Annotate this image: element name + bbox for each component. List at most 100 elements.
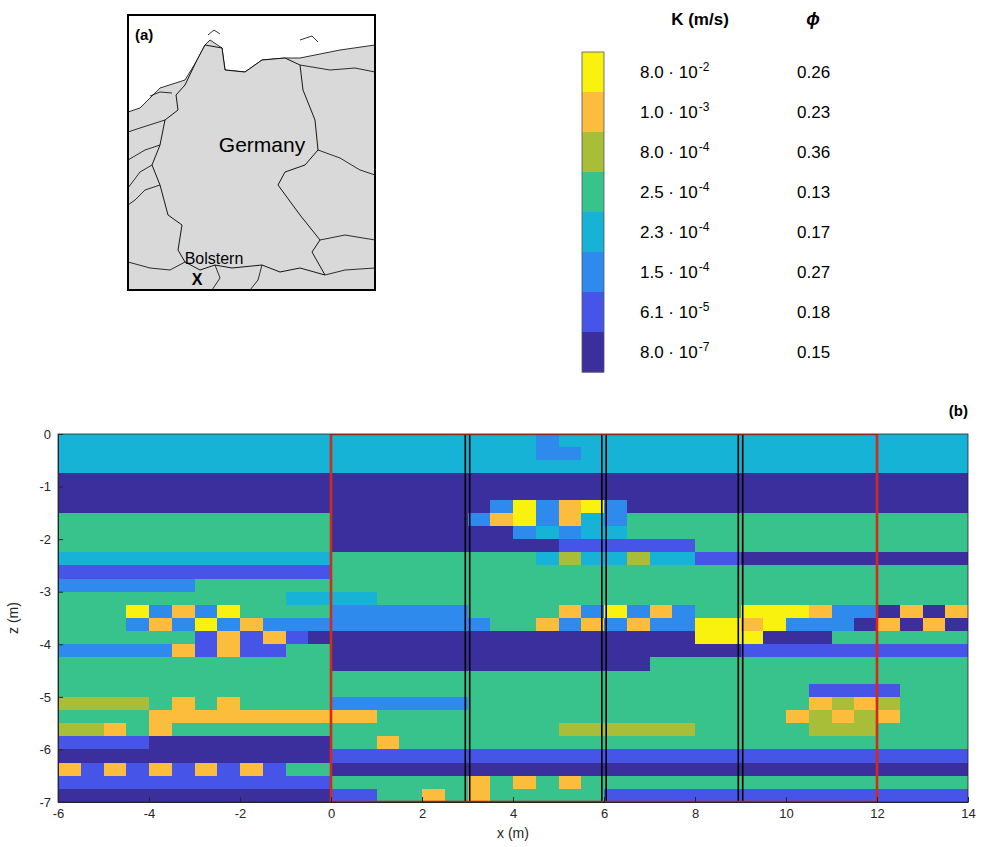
tick-label: 0 bbox=[328, 806, 335, 821]
cell bbox=[490, 539, 513, 553]
cell bbox=[354, 697, 377, 711]
plot-frame bbox=[58, 434, 968, 802]
cell bbox=[490, 671, 513, 685]
cell bbox=[513, 749, 536, 763]
cell bbox=[741, 434, 764, 448]
cell bbox=[536, 776, 559, 790]
cell bbox=[627, 513, 650, 527]
cell bbox=[354, 447, 377, 461]
cell bbox=[854, 526, 877, 540]
cell bbox=[695, 434, 718, 448]
phi-label: 0.27 bbox=[797, 263, 830, 282]
tick: 8 bbox=[692, 797, 699, 821]
cell bbox=[945, 631, 968, 645]
cell bbox=[104, 749, 127, 763]
cell bbox=[58, 789, 81, 802]
cell bbox=[126, 697, 149, 711]
cell bbox=[763, 644, 786, 658]
cell bbox=[513, 526, 536, 540]
country-label: Germany bbox=[219, 133, 306, 156]
cell bbox=[536, 579, 559, 593]
tick-mark bbox=[58, 802, 63, 803]
cell bbox=[422, 513, 445, 527]
cell bbox=[195, 723, 218, 737]
cell bbox=[490, 776, 513, 790]
cell bbox=[900, 526, 923, 540]
cell bbox=[286, 447, 309, 461]
region-box bbox=[331, 434, 877, 802]
cell bbox=[809, 618, 832, 632]
cell bbox=[513, 500, 536, 514]
cell bbox=[172, 776, 195, 790]
well-line bbox=[605, 434, 607, 802]
cell bbox=[468, 657, 491, 671]
cell bbox=[104, 644, 127, 658]
cell bbox=[149, 487, 172, 501]
cell bbox=[331, 736, 354, 750]
cell bbox=[490, 579, 513, 593]
cell bbox=[627, 592, 650, 606]
cell bbox=[832, 605, 855, 619]
cell bbox=[104, 447, 127, 461]
cell bbox=[377, 749, 400, 763]
cell bbox=[126, 579, 149, 593]
cell bbox=[240, 776, 263, 790]
cell bbox=[490, 565, 513, 579]
map-land bbox=[128, 15, 375, 290]
cell bbox=[763, 710, 786, 724]
cell bbox=[217, 618, 240, 632]
cell bbox=[468, 697, 491, 711]
cell bbox=[354, 579, 377, 593]
cell bbox=[149, 631, 172, 645]
cell bbox=[331, 631, 354, 645]
colorbar-swatch bbox=[582, 212, 604, 253]
cell bbox=[786, 605, 809, 619]
cell bbox=[559, 789, 582, 802]
cell bbox=[559, 434, 582, 448]
cell bbox=[559, 500, 582, 514]
cell bbox=[559, 697, 582, 711]
cell bbox=[104, 605, 127, 619]
cell bbox=[604, 552, 627, 566]
cell bbox=[786, 513, 809, 527]
cell bbox=[399, 487, 422, 501]
cell bbox=[217, 434, 240, 448]
cell bbox=[536, 736, 559, 750]
colorbar-swatch bbox=[582, 332, 604, 373]
cell bbox=[195, 749, 218, 763]
cell bbox=[354, 539, 377, 553]
cell bbox=[126, 526, 149, 540]
cell bbox=[377, 776, 400, 790]
cell bbox=[832, 618, 855, 632]
cell bbox=[513, 605, 536, 619]
cell bbox=[422, 579, 445, 593]
cell bbox=[672, 749, 695, 763]
cell bbox=[195, 539, 218, 553]
cell bbox=[331, 552, 354, 566]
cell bbox=[536, 644, 559, 658]
cell bbox=[672, 526, 695, 540]
map-border bbox=[128, 262, 185, 270]
cell bbox=[786, 644, 809, 658]
axis-line bbox=[58, 435, 59, 803]
cell bbox=[877, 565, 900, 579]
cell bbox=[900, 565, 923, 579]
cell bbox=[286, 776, 309, 790]
cell bbox=[536, 460, 559, 474]
cell bbox=[536, 513, 559, 527]
map-border bbox=[212, 265, 220, 290]
cell bbox=[263, 789, 286, 802]
cell bbox=[172, 631, 195, 645]
cell bbox=[240, 513, 263, 527]
cell bbox=[81, 579, 104, 593]
cell bbox=[422, 526, 445, 540]
cell bbox=[331, 526, 354, 540]
cell bbox=[308, 763, 331, 777]
cell bbox=[559, 473, 582, 487]
cell bbox=[331, 447, 354, 461]
cell bbox=[900, 697, 923, 711]
cell bbox=[58, 697, 81, 711]
cell bbox=[468, 434, 491, 448]
cell bbox=[217, 592, 240, 606]
cell bbox=[604, 460, 627, 474]
